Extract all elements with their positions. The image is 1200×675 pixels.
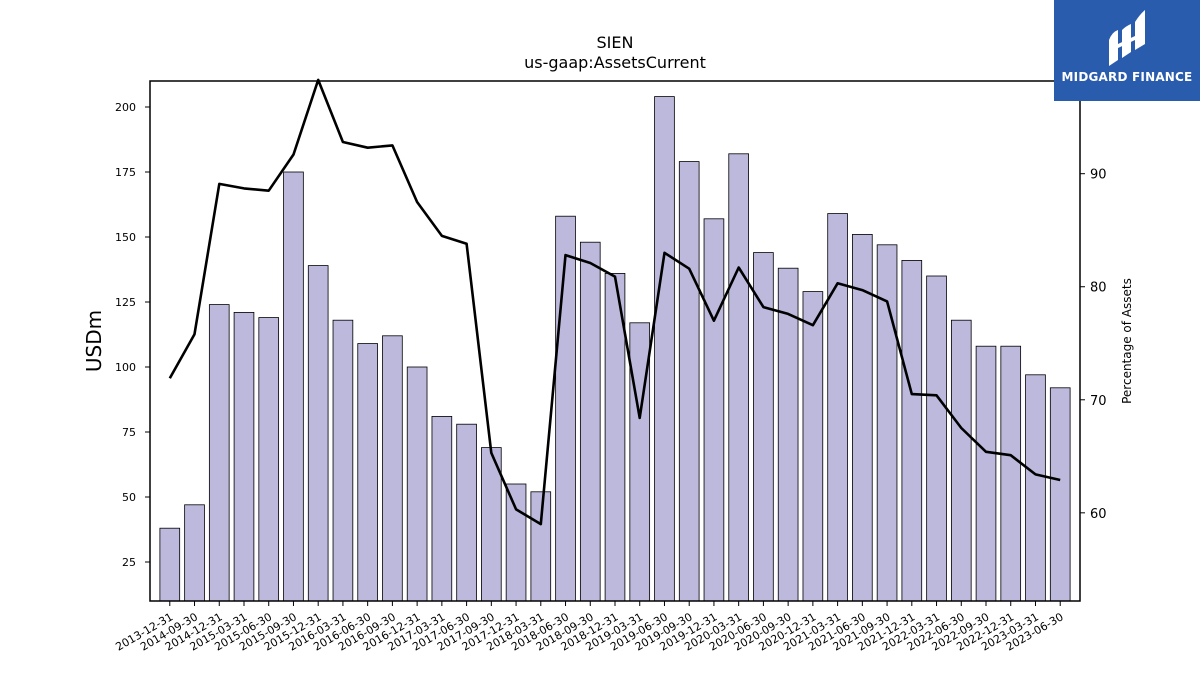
bar [406, 366, 428, 602]
y-tick-label: 125 [115, 296, 136, 309]
bar [926, 275, 947, 602]
bar [233, 311, 255, 602]
y2-tick-label: 60 [1090, 507, 1107, 522]
bar [1000, 345, 1022, 602]
bar [530, 491, 552, 602]
y-tick-label: 100 [115, 361, 136, 374]
y-tick-label: 75 [122, 426, 136, 439]
y-tick-label: 200 [115, 101, 136, 114]
y-tick-label: 50 [122, 491, 136, 504]
bar [456, 423, 477, 602]
bar [827, 213, 848, 602]
bar [579, 241, 601, 602]
bar [208, 304, 230, 602]
bar [382, 335, 403, 602]
bar [678, 161, 700, 602]
bar [975, 345, 997, 602]
y2-tick-label: 80 [1090, 281, 1107, 296]
y-tick-label: 25 [122, 556, 136, 569]
y-axis-label: USDm [82, 310, 106, 372]
bar [357, 343, 378, 602]
bar [728, 153, 749, 602]
bar [332, 319, 354, 602]
bar [283, 171, 304, 602]
y-tick-label: 175 [115, 166, 136, 179]
bar [505, 483, 527, 602]
bar [184, 504, 205, 602]
chart-subtitle: us-gaap:AssetsCurrent [524, 53, 706, 72]
logo-text: MIDGARD FINANCE [1061, 70, 1193, 84]
bar [555, 215, 576, 602]
bar [1049, 387, 1071, 602]
y-tick-label: 150 [115, 231, 136, 244]
bar [431, 415, 453, 602]
bar [654, 96, 675, 602]
line-series [168, 78, 1061, 526]
bar [1025, 374, 1046, 602]
y2-axis-label: Percentage of Assets [1120, 278, 1134, 404]
bar [307, 265, 329, 602]
logo: MIDGARD FINANCE [1054, 0, 1200, 101]
bar [802, 291, 824, 602]
bar [258, 317, 280, 602]
logo-mark-icon [1109, 10, 1145, 66]
chart-title: SIEN [597, 33, 634, 52]
bar [950, 319, 972, 602]
y2-tick-label: 90 [1090, 168, 1107, 183]
y2-tick-label: 70 [1090, 394, 1107, 409]
bar [703, 218, 725, 602]
bar [901, 259, 923, 602]
bar [159, 527, 181, 602]
